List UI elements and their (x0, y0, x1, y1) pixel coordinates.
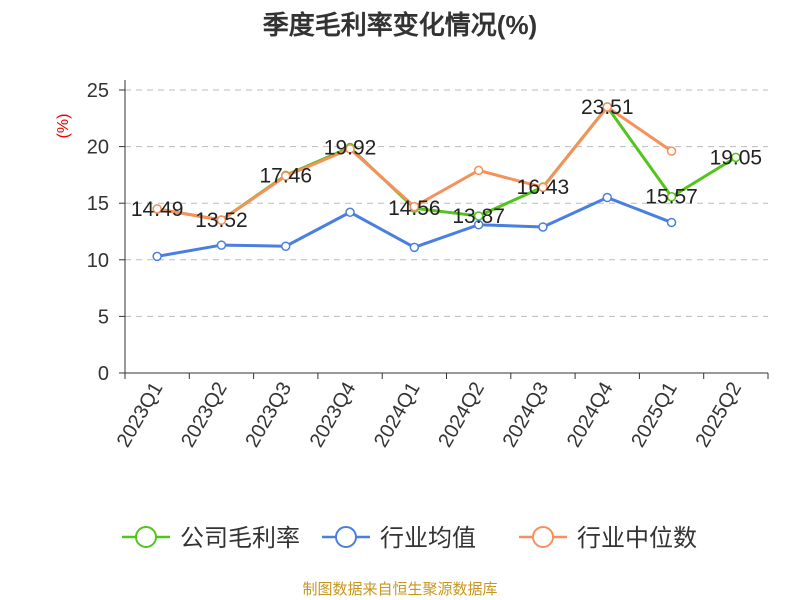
y-tick-label: 10 (87, 250, 109, 272)
source-footer: 制图数据来自恒生聚源数据库 (302, 581, 497, 598)
x-tick-label: 2023Q4 (306, 379, 361, 452)
legend-circle-icon (335, 526, 357, 548)
legend-item[interactable]: 公司毛利率 (122, 525, 300, 552)
data-label: 16.43 (517, 176, 570, 199)
legend-label: 行业均值 (380, 525, 476, 552)
x-tick-label: 2025Q1 (627, 379, 682, 452)
legend-item[interactable]: 行业中位数 (519, 525, 697, 552)
data-label: 17.46 (259, 164, 312, 187)
data-point[interactable] (666, 191, 677, 202)
x-tick-label: 2024Q2 (434, 379, 489, 452)
data-point[interactable] (538, 222, 548, 232)
x-tick-label: 2024Q1 (370, 379, 425, 452)
y-tick-label: 20 (87, 137, 109, 159)
data-point[interactable] (473, 219, 484, 230)
data-point[interactable] (731, 152, 741, 163)
legend-circle-icon (532, 526, 554, 548)
y-tick-label: 0 (98, 363, 109, 385)
data-label: 13.52 (195, 209, 248, 232)
x-tick-label: 2024Q4 (563, 379, 618, 452)
data-label: 19.05 (710, 146, 763, 169)
data-point[interactable] (281, 241, 291, 251)
data-point[interactable] (602, 102, 612, 112)
data-point[interactable] (216, 215, 227, 225)
data-label: 13.87 (452, 205, 505, 228)
legend-label: 公司毛利率 (180, 525, 300, 552)
legend-label: 行业中位数 (577, 525, 697, 552)
chart-title: 季度毛利率变化情况(%) (263, 10, 537, 40)
data-point[interactable] (281, 171, 291, 181)
data-point[interactable] (538, 182, 548, 193)
x-tick-label: 2025Q2 (692, 379, 747, 452)
data-label: 14.56 (388, 197, 441, 220)
data-point[interactable] (409, 201, 420, 212)
x-tick-label: 2023Q3 (241, 379, 296, 452)
data-label: 19.92 (324, 137, 377, 160)
y-tick-label: 25 (87, 80, 109, 102)
legend-item[interactable]: 行业均值 (322, 525, 476, 552)
x-tick-label: 2024Q3 (499, 379, 554, 452)
legend-circle-icon (135, 526, 157, 548)
data-label: 15.57 (645, 186, 698, 209)
data-point[interactable] (345, 207, 355, 218)
data-point[interactable] (345, 144, 355, 154)
data-point[interactable] (473, 165, 484, 176)
x-tick-label: 2023Q2 (177, 379, 232, 452)
y-tick-label: 15 (87, 193, 109, 215)
data-point[interactable] (152, 204, 162, 214)
data-point[interactable] (666, 217, 677, 228)
data-point[interactable] (602, 192, 612, 203)
data-point[interactable] (216, 240, 227, 250)
x-tick-label: 2023Q1 (113, 379, 168, 452)
data-point[interactable] (152, 251, 162, 262)
data-label: 23.51 (581, 96, 634, 119)
data-point[interactable] (409, 242, 420, 253)
y-tick-label: 5 (98, 306, 109, 328)
data-point[interactable] (666, 146, 677, 156)
data-label: 14.49 (131, 198, 184, 221)
y-axis-label: (%) (55, 114, 72, 139)
